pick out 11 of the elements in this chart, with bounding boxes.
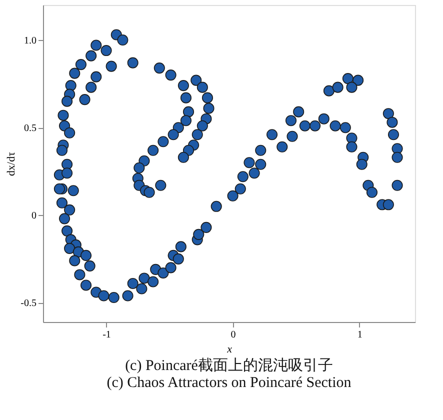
y-tick-label: 0	[32, 210, 36, 222]
text: (c) Poincaré截面上的混沌吸引子	[125, 357, 333, 374]
x-axis-title: x	[226, 344, 232, 356]
text: (c) Chaos Attractors on Poincaré Section	[106, 375, 352, 391]
x-tick-label: -1	[102, 330, 111, 340]
y-tick-label: 1.0	[24, 36, 36, 47]
y-axis-title: dx/dτ	[6, 151, 18, 176]
y-tick-label: 0.5	[24, 123, 36, 134]
x-tick-label: 1	[357, 330, 362, 340]
y-tick-label: -0.5	[20, 298, 36, 310]
x-tick-label: 0	[230, 330, 236, 340]
